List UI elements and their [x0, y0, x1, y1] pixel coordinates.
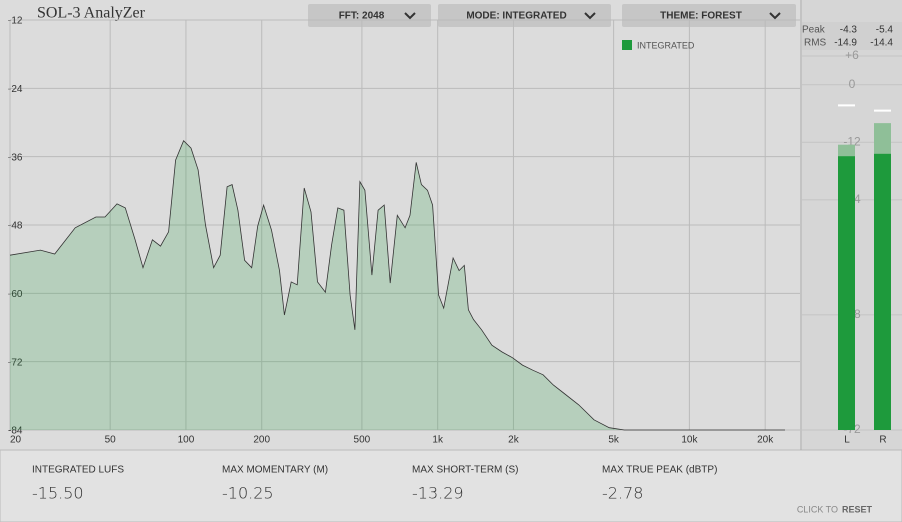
- dropdown[interactable]: [308, 4, 431, 27]
- meter-rms: [838, 156, 855, 430]
- dropdown-label: THEME: FOREST: [660, 11, 742, 22]
- stat-label: MAX TRUE PEAK (dBTP): [602, 465, 717, 476]
- x-tick-label: 100: [178, 435, 195, 446]
- stat-label: MAX SHORT-TERM (S): [412, 465, 518, 476]
- x-tick-label: 10k: [681, 435, 698, 446]
- stat-value: -15.50: [32, 484, 84, 503]
- chevron-icon: [404, 12, 416, 20]
- stat-label: INTEGRATED LUFS: [32, 465, 124, 476]
- meter-tick-label: +6: [845, 48, 859, 62]
- y-tick-label: -72: [8, 357, 23, 368]
- dropdown-label: FFT: 2048: [339, 11, 385, 22]
- y-tick-label: -60: [8, 289, 23, 300]
- y-tick-label: -84: [8, 426, 23, 437]
- legend-label: INTEGRATED: [637, 40, 695, 50]
- reset-button[interactable]: RESET: [842, 504, 873, 514]
- stats-panel: [0, 449, 902, 522]
- x-tick-label: 20: [10, 435, 22, 446]
- x-tick-label: 5k: [608, 435, 620, 446]
- readout-value: -5.4: [876, 25, 894, 36]
- app-title: SOL-3 AnalyZer: [37, 5, 146, 22]
- reset-hint: CLICK TO: [797, 504, 838, 514]
- channel-label: L: [844, 435, 850, 446]
- x-tick-label: 200: [253, 435, 270, 446]
- legend-swatch: [622, 40, 632, 50]
- readout-label: Peak: [802, 25, 826, 36]
- stat-value: -13.29: [412, 484, 464, 503]
- readout-value: -14.9: [834, 38, 857, 49]
- y-tick-label: -36: [8, 152, 23, 163]
- stat-value: -2.78: [602, 484, 643, 503]
- y-tick-label: -12: [8, 16, 23, 27]
- dropdown-label: MODE: INTEGRATED: [466, 11, 566, 22]
- channel-label: R: [879, 435, 886, 446]
- y-tick-label: -24: [8, 84, 23, 95]
- readout-value: -4.3: [840, 25, 858, 36]
- chevron-icon: [769, 12, 781, 20]
- x-tick-label: 2k: [508, 435, 520, 446]
- spectrum-line: [9, 139, 785, 431]
- meter-tick-label: 0: [849, 77, 856, 91]
- readout-label: RMS: [804, 38, 827, 49]
- x-tick-label: 50: [105, 435, 117, 446]
- x-tick-label: 20k: [757, 435, 774, 446]
- x-tick-label: 500: [354, 435, 371, 446]
- meter-rms: [874, 153, 891, 431]
- stat-value: -10.25: [222, 484, 274, 503]
- y-tick-label: -48: [8, 221, 23, 232]
- readout-value: -14.4: [870, 38, 893, 49]
- stat-label: MAX MOMENTARY (M): [222, 465, 328, 476]
- readout-bg: [802, 22, 902, 50]
- x-tick-label: 1k: [432, 435, 444, 446]
- chevron-icon: [584, 12, 596, 20]
- dropdown[interactable]: [622, 4, 796, 27]
- dropdown[interactable]: [438, 4, 611, 27]
